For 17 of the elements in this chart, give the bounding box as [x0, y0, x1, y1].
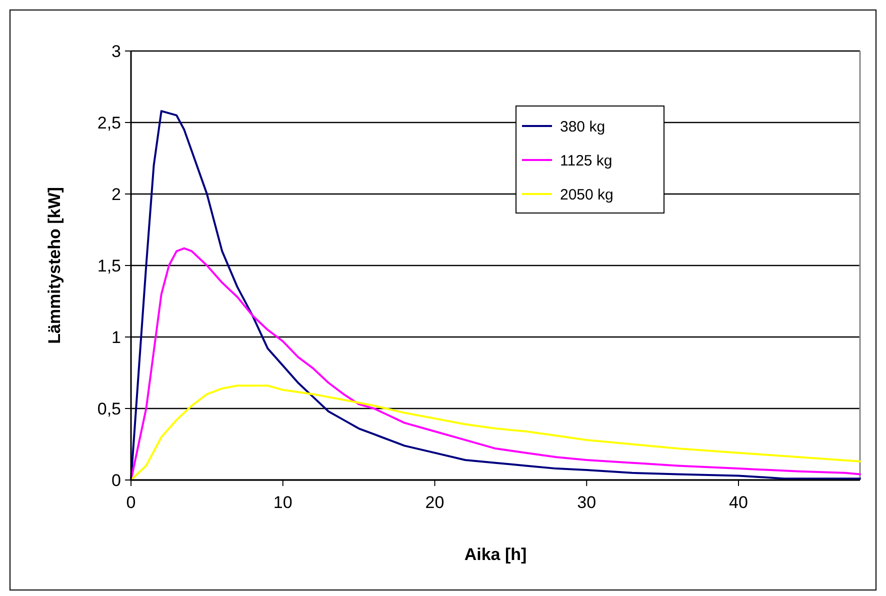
legend-label: 380 kg — [560, 118, 606, 136]
legend-label: 2050 kg — [560, 186, 614, 204]
x-tick-label: 20 — [425, 493, 444, 512]
y-tick-label: 0,5 — [97, 399, 121, 418]
y-tick-label: 2,5 — [97, 113, 121, 132]
x-axis-title: Aika [h] — [464, 545, 527, 564]
y-tick-label: 1 — [112, 328, 121, 347]
y-tick-label: 2 — [112, 184, 121, 204]
y-tick-label: 0 — [112, 470, 121, 490]
x-tick-label: 40 — [729, 493, 748, 512]
x-tick-label: 0 — [126, 493, 136, 512]
x-tick-label: 10 — [273, 493, 292, 512]
y-tick-label: 3 — [112, 42, 121, 61]
legend-label: 1125 kg — [560, 152, 612, 170]
x-tick-label: 30 — [577, 493, 596, 512]
y-axis-title: Lämmitysteho [kW] — [45, 187, 64, 344]
y-tick-label: 1,5 — [97, 256, 121, 276]
